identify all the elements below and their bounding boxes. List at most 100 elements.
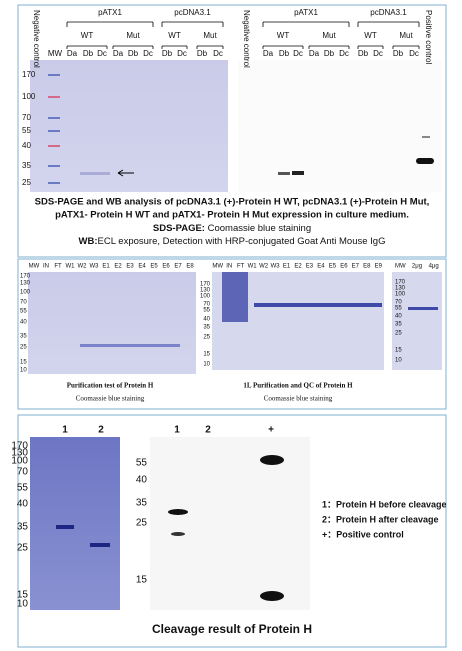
- marker-label: 10: [395, 358, 402, 364]
- lane-label: E7: [174, 264, 182, 270]
- lane-label: MW: [395, 264, 406, 270]
- lane-label: Dc: [373, 49, 383, 58]
- lane-label: Dc: [339, 49, 349, 58]
- text: ECL exposure, Detection with HRP-conjuga…: [98, 236, 386, 247]
- band-row: [80, 344, 180, 347]
- lane-label: MW: [48, 49, 63, 58]
- lane-label: E8: [363, 264, 371, 270]
- lane-label: IN: [43, 264, 49, 270]
- caption: Coomassie blue staining: [264, 395, 333, 403]
- marker-label: 170: [395, 280, 406, 286]
- marker-label: 130: [395, 286, 406, 292]
- marker-label: 130: [11, 448, 28, 459]
- band: [80, 172, 110, 175]
- marker-label: 15: [203, 352, 210, 358]
- lane-label: W2: [259, 264, 269, 270]
- lane-label: E7: [352, 264, 360, 270]
- marker-label: 15: [136, 575, 148, 586]
- lane-label: Dc: [177, 49, 187, 58]
- lane-label: +: [268, 425, 274, 436]
- title: Cleavage result of Protein H: [152, 622, 312, 636]
- lane-label: Dc: [143, 49, 153, 58]
- lane-label: Dc: [97, 49, 107, 58]
- marker-label: 10: [20, 368, 27, 374]
- ladder-band: [48, 145, 60, 147]
- smear: [222, 272, 248, 322]
- caption: Coomassie blue staining: [76, 395, 145, 403]
- caption: WB:ECL exposure, Detection with HRP-conj…: [79, 236, 386, 247]
- lane-label: Db: [324, 49, 335, 58]
- lane-label: Db: [197, 49, 208, 58]
- lane-label: E2: [114, 264, 122, 270]
- marker-label: 40: [203, 317, 210, 323]
- band: [292, 171, 304, 175]
- marker-label: 40: [395, 314, 402, 320]
- marker-label: 35: [136, 498, 148, 509]
- marker-label: 40: [17, 499, 29, 510]
- lane-label: E9: [375, 264, 383, 270]
- lane-label: E3: [126, 264, 134, 270]
- marker-label: 25: [203, 335, 210, 341]
- lane-label: FT: [54, 264, 62, 270]
- blot: [150, 437, 310, 610]
- marker-label: 130: [20, 281, 31, 287]
- lane-label: Db: [162, 49, 173, 58]
- marker-label: 170: [20, 274, 31, 280]
- ladder-band: [48, 130, 60, 132]
- lane-label: W3: [90, 264, 100, 270]
- legend-item: +：Positive control: [322, 529, 404, 539]
- gel: [30, 60, 228, 192]
- lane-label: E1: [283, 264, 291, 270]
- marker-label: 15: [20, 360, 27, 366]
- lane-label: W3: [271, 264, 281, 270]
- lane-label: Da: [309, 49, 320, 58]
- marker-label: 100: [22, 92, 36, 101]
- band: [416, 158, 434, 164]
- group-label: pATX1: [98, 8, 122, 17]
- marker-label: 25: [395, 331, 402, 337]
- lane-label: W1: [66, 264, 76, 270]
- lane-label: E4: [317, 264, 325, 270]
- arrow: [117, 169, 134, 177]
- lane-label: Da: [263, 49, 274, 58]
- subgroup-label: Mut: [126, 31, 140, 40]
- caption: Purification test of Protein H: [67, 382, 154, 390]
- caption: SDS-PAGE and WB analysis of pcDNA3.1 (+)…: [35, 197, 430, 208]
- band: [422, 136, 430, 138]
- marker-label: 100: [11, 456, 28, 467]
- marker-label: 170: [11, 441, 28, 452]
- panel-frame: [17, 4, 447, 258]
- lane-label: 1: [62, 425, 68, 436]
- marker-label: 100: [20, 290, 31, 296]
- lane-label: Dc: [409, 49, 419, 58]
- lane-label: Db: [279, 49, 290, 58]
- lane-label: E3: [306, 264, 314, 270]
- caption: 1L Purification and QC of Protein H: [243, 382, 353, 390]
- lane-label: E6: [340, 264, 348, 270]
- lane-label: Db: [393, 49, 404, 58]
- group-label: pATX1: [294, 8, 318, 17]
- marker-label: 130: [200, 288, 211, 294]
- band: [90, 543, 110, 547]
- marker-label: 35: [17, 522, 29, 533]
- lane-label: 1: [174, 425, 180, 436]
- band-row: [408, 307, 438, 310]
- lane-label: W1: [248, 264, 258, 270]
- band-row: [254, 303, 382, 307]
- legend-item: 2：Protein H after cleavage: [322, 514, 439, 524]
- lane-label: E4: [138, 264, 146, 270]
- marker-label: 25: [136, 518, 148, 529]
- marker-label: 70: [203, 302, 210, 308]
- panel-frame: [17, 414, 447, 648]
- marker-label: 100: [395, 292, 406, 298]
- marker-label: 55: [203, 308, 210, 314]
- lane-label: E5: [329, 264, 337, 270]
- lane-label: W2: [78, 264, 88, 270]
- marker-label: 40: [22, 141, 31, 150]
- lane-label: IN: [226, 264, 232, 270]
- ladder-band: [48, 96, 60, 98]
- band: [260, 455, 284, 465]
- subgroup-label: Mut: [322, 31, 336, 40]
- caption: pATX1- Protein H WT and pATX1- Protein H…: [55, 210, 409, 221]
- group-label: pcDNA3.1: [174, 8, 211, 17]
